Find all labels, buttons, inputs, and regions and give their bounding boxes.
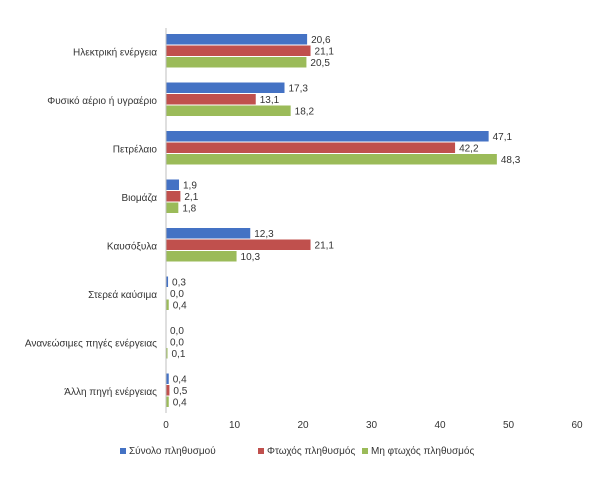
data-label: 1,9 [183,181,197,192]
data-label: 0,5 [173,386,187,397]
category-label: Ηλεκτρική ενέργεια [73,46,157,58]
bar [166,373,169,384]
bar [166,82,285,93]
data-label: 0,1 [172,349,186,360]
data-label: 17,3 [289,84,309,95]
legend-swatch [120,448,126,454]
data-label: 2,1 [184,192,198,203]
bar [166,202,179,213]
category-label: Άλλη πηγή ενέργειας [64,386,157,398]
legend-label: Μη φτωχός πληθυσμός [371,445,474,457]
x-tick-label: 40 [434,420,446,431]
x-tick-label: 60 [571,420,583,431]
data-label: 0,4 [173,375,187,386]
x-tick-label: 20 [297,420,309,431]
bar [166,251,237,262]
x-axis-ticks: 0 10 20 30 40 50 60 [163,420,583,431]
value-labels: 20,621,120,517,313,118,247,142,248,31,92… [170,35,521,409]
bar [166,396,169,407]
data-label: 48,3 [501,155,521,166]
data-label: 0,4 [173,398,187,409]
category-label: Ανανεώσιμες πηγές ενέργειας [25,337,157,349]
data-label: 12,3 [254,229,274,240]
data-label: 20,5 [310,58,330,69]
bar [166,131,489,142]
legend-label: Σύνολο πληθυσμού [129,445,216,457]
bar [166,105,291,116]
data-label: 0,0 [170,289,184,300]
x-tick-label: 50 [503,420,515,431]
data-label: 18,2 [295,107,315,118]
legend-label: Φτωχός πληθυσμός [267,445,355,457]
bars [166,34,497,407]
data-label: 1,8 [182,204,196,215]
data-label: 13,1 [260,95,280,106]
bar [166,179,180,190]
data-label: 21,1 [315,47,335,58]
x-tick-label: 0 [163,420,169,431]
bar [166,276,169,287]
bar [166,57,307,68]
category-label: Καυσόξυλα [107,240,157,252]
data-label: 0,0 [170,338,184,349]
category-labels: Ηλεκτρική ενέργεια Φυσικό αέριο ή υγραέρι… [25,46,158,398]
x-tick-label: 30 [366,420,378,431]
data-label: 0,0 [170,326,184,337]
bar [166,142,456,153]
bar [166,34,308,45]
bar [166,299,169,310]
data-label: 10,3 [241,252,261,263]
x-tick-label: 10 [229,420,241,431]
data-label: 42,2 [459,144,479,155]
bar [166,154,497,165]
legend: Σύνολο πληθυσμού Φτωχός πληθυσμός Μη φτωχό… [120,445,474,457]
bar [166,191,181,202]
data-label: 21,1 [315,241,335,252]
bar [166,228,251,239]
legend-swatch [362,448,368,454]
bar [166,348,168,359]
legend-swatch [258,448,264,454]
bar [166,239,311,250]
category-label: Φυσικό αέριο ή υγραέριο [47,95,157,107]
data-label: 0,3 [172,278,186,289]
category-label: Στερεά καύσιμα [88,289,157,301]
data-label: 20,6 [311,35,331,46]
bar [166,94,256,105]
data-label: 0,4 [173,301,187,312]
bar [166,45,311,56]
category-label: Βιομάζα [121,192,157,204]
bar [166,385,170,396]
data-label: 47,1 [493,132,513,143]
category-label: Πετρέλαιο [113,143,158,155]
